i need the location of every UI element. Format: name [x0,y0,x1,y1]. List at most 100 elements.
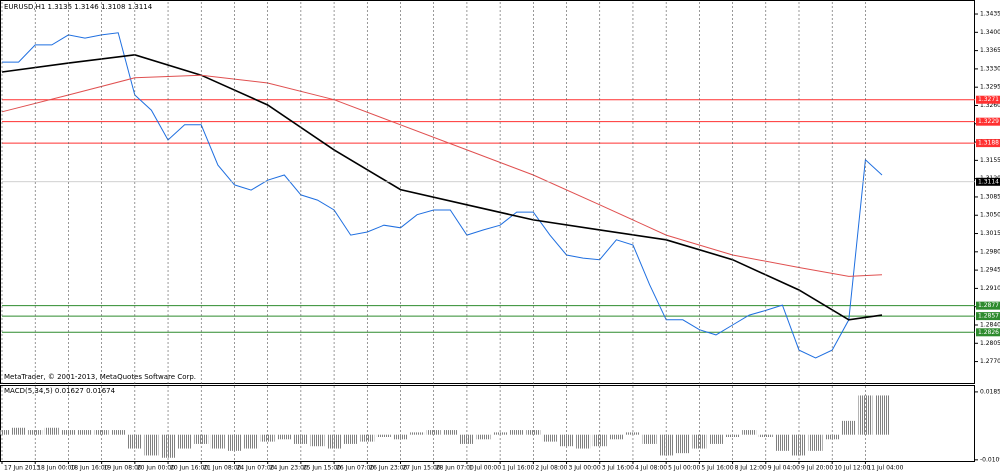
macd-bar [260,434,275,442]
macd-bar [61,430,76,435]
macd-bar [28,430,43,435]
moving-average [1,53,883,321]
x-tick-label: 3 Jul 00:00 [569,465,601,472]
moving-average [1,74,883,277]
y-tick-label: 1.2910 [980,285,1000,292]
macd-bar [111,430,126,435]
copyright: MetaTrader, © 2001-2013, MetaQuotes Soft… [4,373,196,381]
x-tick-label: 26 Jun 07:00 [336,465,374,472]
macd-bar [327,434,342,449]
y-tick-label: 1.2770 [980,358,1000,365]
y-tick-label: 1.3330 [980,65,1000,72]
macd-bar [609,434,624,440]
macd-bar [526,430,541,435]
x-tick-label: 11 Jul 04:00 [867,465,903,472]
y-tick-label: -0.0109 [980,456,1000,463]
macd-bar [227,434,242,451]
macd-bar [559,434,574,447]
macd-bar [293,434,308,444]
y-tick-label: 1.3015 [980,230,1000,237]
macd-bar [0,430,9,435]
macd-bar [210,434,225,449]
level-label: 1.2877 [978,302,999,309]
macd-bar [459,434,474,444]
level-label-bg [976,328,1000,337]
x-tick-label: 20 Jun 16:00 [170,465,208,472]
macd-panel-frame [0,385,975,462]
level-label: 1.3188 [978,140,999,147]
macd-bar [592,434,607,447]
macd-bar [127,434,142,449]
y-tick-label: 0.01854 [980,388,1000,395]
y-tick-label: 1.3295 [980,84,1000,91]
level-label: 1.3229 [978,118,999,125]
x-tick-label: 24 Jun 23:00 [270,465,308,472]
macd-bar [177,434,192,449]
macd-bar [443,430,458,435]
macd-bar [244,434,259,449]
macd-bar [144,434,159,456]
macd-bar [509,430,524,435]
macd-bar [11,427,26,435]
current-price-label: 1.3114 [978,178,999,185]
y-tick-label: 1.3435 [980,11,1000,18]
x-tick-label: 18 Jun 00:00 [37,465,75,472]
macd-bar [708,434,723,444]
macd-bar [642,434,657,444]
x-tick-label: 9 Jul 20:00 [801,465,833,472]
macd-bar [410,432,425,435]
x-tick-label: 20 Jun 00:00 [137,465,175,472]
y-tick-label: 1.3155 [980,157,1000,164]
macd-bar [625,432,640,435]
macd-bar [78,430,93,435]
x-tick-label: 9 Jul 04:00 [768,465,800,472]
macd-bar [875,395,890,435]
macd-bar [858,395,873,435]
macd-bar [426,430,441,435]
macd-bar [825,434,840,440]
macd-title: MACD(5,34,5) 0.01627 0.01674 [4,387,116,395]
level-label-bg [976,312,1000,321]
macd-bar [343,434,358,444]
macd-bar [376,434,391,437]
x-tick-label: 5 Jul 16:00 [701,465,733,472]
current-price-bg [976,177,1000,186]
x-tick-label: 25 Jun 15:00 [303,465,341,472]
y-tick-label: 1.2805 [980,340,1000,347]
macd-bar [659,434,674,456]
y-tick-label: 1.2945 [980,267,1000,274]
macd-bar [742,430,757,435]
x-tick-label: 17 Jun 2013 [4,465,40,472]
x-tick-label: 3 Jul 16:00 [602,465,634,472]
macd-bar [493,432,508,435]
level-label: 1.2857 [978,313,999,320]
macd-bar [44,427,59,435]
macd-bar [310,434,325,447]
macd-bar [542,434,557,442]
x-tick-label: 5 Jul 00:00 [668,465,700,472]
level-label-bg [976,301,1000,310]
macd-bar [277,434,292,440]
level-label: 1.2826 [978,329,999,336]
macd-bar [194,434,209,444]
macd-bar [675,434,690,454]
macd-bar [161,434,176,458]
macd-bar [576,434,591,449]
macd-bar [360,434,375,442]
x-tick-label: 1 Jul 16:00 [502,465,534,472]
x-tick-label: 8 Jul 12:00 [735,465,767,472]
macd-bar [476,434,491,440]
x-tick-label: 28 Jun 07:00 [436,465,474,472]
level-label-bg [976,117,1000,126]
y-tick-label: 1.3260 [980,102,1000,109]
x-tick-label: 26 Jun 23:00 [369,465,407,472]
x-tick-label: 10 Jul 12:00 [834,465,870,472]
main-panel-frame [0,0,975,384]
macd-bar [94,430,109,435]
macd-bar [758,434,773,437]
x-tick-label: 21 Jun 08:00 [203,465,241,472]
y-tick-label: 1.2840 [980,321,1000,328]
macd-bar [725,434,740,437]
x-tick-label: 24 Jun 07:00 [236,465,274,472]
